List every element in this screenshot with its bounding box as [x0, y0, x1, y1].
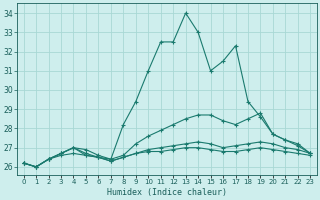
X-axis label: Humidex (Indice chaleur): Humidex (Indice chaleur) [107, 188, 227, 197]
